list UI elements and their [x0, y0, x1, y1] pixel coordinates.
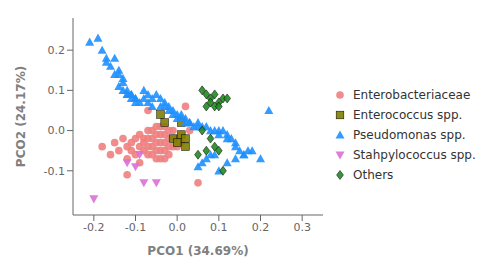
- svg-text:PCO2 (24.17%): PCO2 (24.17%): [14, 66, 28, 167]
- svg-text:-0.1: -0.1: [125, 221, 146, 234]
- html-text:Pseudomonas spp.: Pseudomonas spp.: [353, 128, 466, 142]
- svg-text:0.1: 0.1: [48, 84, 66, 97]
- svg-text:0.0: 0.0: [48, 124, 66, 137]
- svg-text:0.3: 0.3: [293, 221, 311, 234]
- html-text:Others: Others: [353, 168, 394, 182]
- svg-text:0.2: 0.2: [48, 44, 66, 57]
- html-text:Enterococcus spp.: Enterococcus spp.: [353, 108, 463, 122]
- html-text:Enterobacteriaceae: Enterobacteriaceae: [353, 88, 471, 102]
- svg-text:-0.1: -0.1: [44, 165, 65, 178]
- svg-text:0.1: 0.1: [210, 221, 228, 234]
- svg-text:0.0: 0.0: [168, 221, 186, 234]
- svg-text:0.2: 0.2: [252, 221, 270, 234]
- svg-text:PCO1 (34.69%): PCO1 (34.69%): [147, 244, 248, 258]
- svg-text:-0.2: -0.2: [83, 221, 104, 234]
- html-text:Stahpylococcus spp.: Stahpylococcus spp.: [353, 148, 476, 162]
